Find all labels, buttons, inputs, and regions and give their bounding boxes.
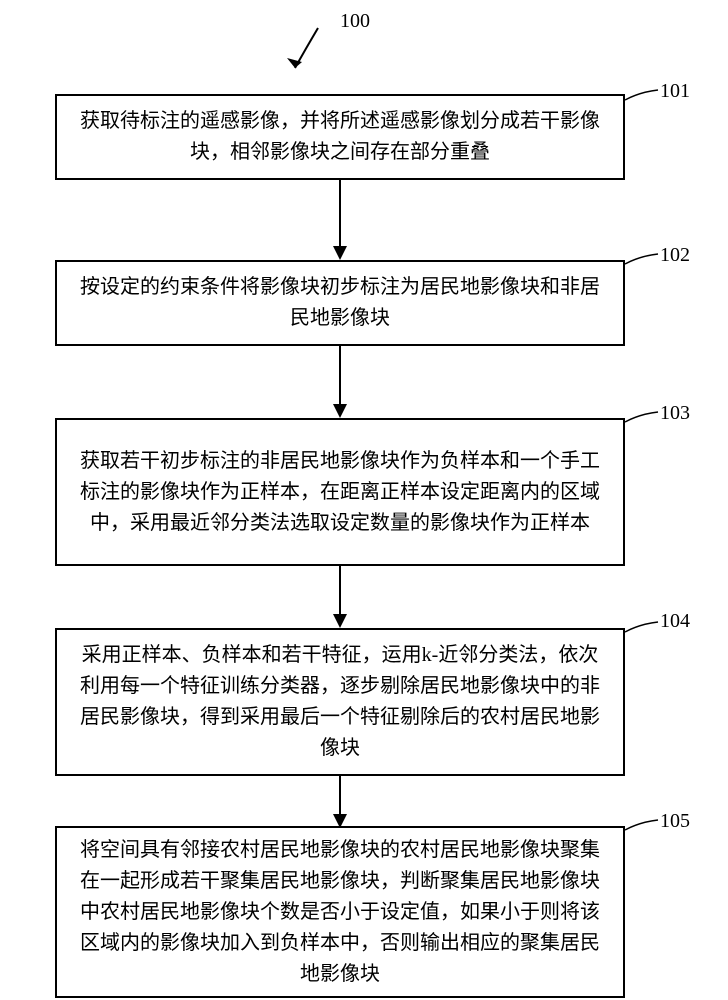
arrow-1 [339,180,341,246]
step-box-103: 获取若干初步标注的非居民地影像块作为负样本和一个手工标注的影像块作为正样本，在距… [55,418,625,566]
step-text: 按设定的约束条件将影像块初步标注为居民地影像块和非居民地影像块 [73,272,607,334]
step-box-105: 将空间具有邻接农村居民地影像块的农村居民地影像块聚集在一起形成若干聚集居民地影像… [55,826,625,998]
arrow-3 [339,566,341,614]
arrow-2 [339,346,341,404]
arrow-head-3 [333,614,347,628]
main-label: 100 [340,10,370,33]
box-label-101: 101 [660,80,690,103]
box-label-103: 103 [660,402,690,425]
box-label-104: 104 [660,610,690,633]
step-box-101: 获取待标注的遥感影像，并将所述遥感影像划分成若干影像块，相邻影像块之间存在部分重… [55,94,625,180]
step-box-102: 按设定的约束条件将影像块初步标注为居民地影像块和非居民地影像块 [55,260,625,346]
step-text: 获取待标注的遥感影像，并将所述遥感影像划分成若干影像块，相邻影像块之间存在部分重… [73,106,607,168]
box-label-105: 105 [660,810,690,833]
flowchart-container: 100 获取待标注的遥感影像，并将所述遥感影像划分成若干影像块，相邻影像块之间存… [0,0,728,1000]
step-text: 采用正样本、负样本和若干特征，运用k-近邻分类法，依次利用每一个特征训练分类器，… [73,640,607,764]
arrow-head-1 [333,246,347,260]
box-label-102: 102 [660,244,690,267]
arrow-head-2 [333,404,347,418]
step-box-104: 采用正样本、负样本和若干特征，运用k-近邻分类法，依次利用每一个特征训练分类器，… [55,628,625,776]
curved-arrow [270,20,330,80]
step-text: 获取若干初步标注的非居民地影像块作为负样本和一个手工标注的影像块作为正样本，在距… [73,446,607,539]
step-text: 将空间具有邻接农村居民地影像块的农村居民地影像块聚集在一起形成若干聚集居民地影像… [73,835,607,990]
arrow-4 [339,776,341,814]
